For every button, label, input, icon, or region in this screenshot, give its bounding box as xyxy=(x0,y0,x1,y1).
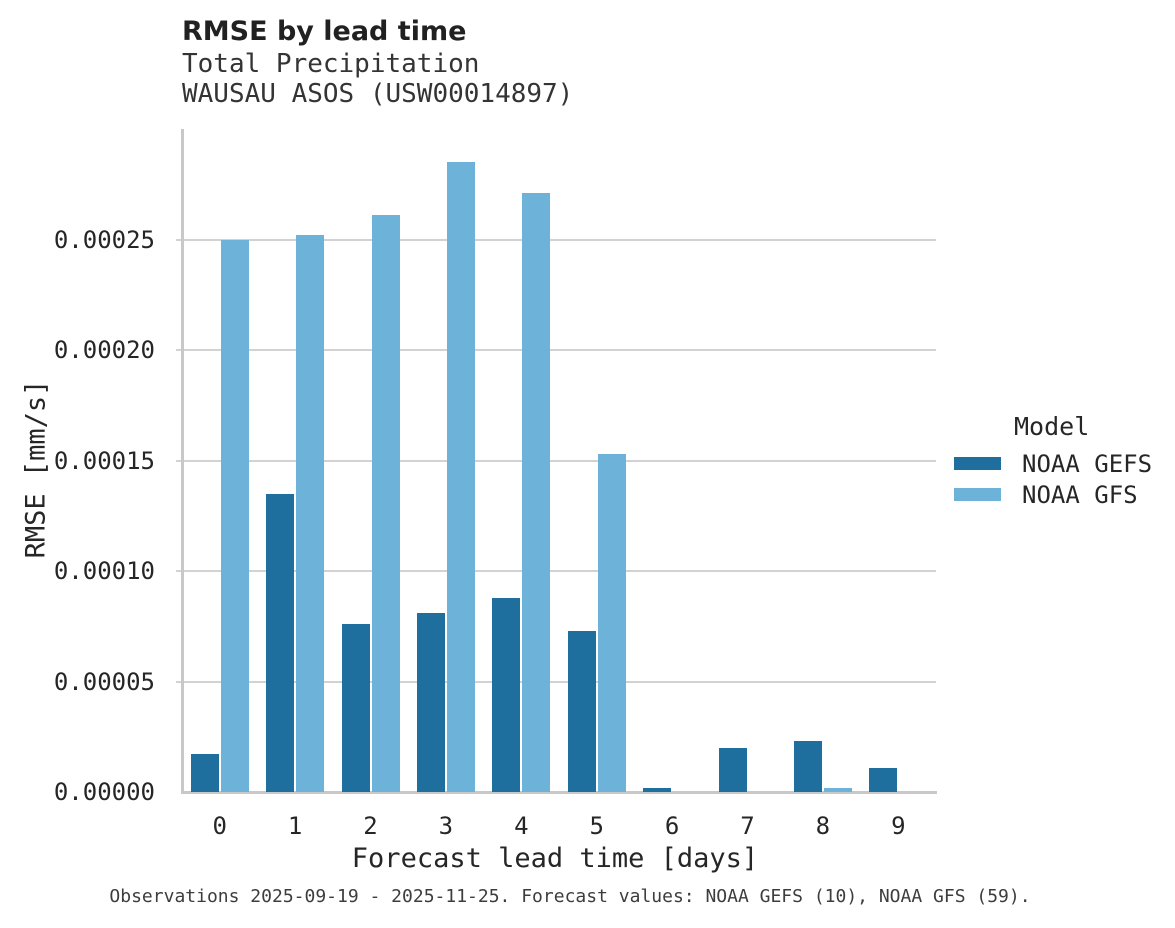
x-tick-label: 8 xyxy=(815,812,831,840)
x-tick-label: 7 xyxy=(740,812,755,840)
gridline xyxy=(176,570,936,572)
x-axis-spine xyxy=(181,791,937,794)
x-tick-label: 0 xyxy=(212,812,227,840)
x-tick-label: 3 xyxy=(438,812,454,840)
gridline xyxy=(176,238,936,241)
legend-title: Model xyxy=(1014,412,1090,441)
y-tick-label: 0.00015 xyxy=(53,446,155,475)
bar-noaa-gfs-day-8 xyxy=(823,787,852,792)
y-tick-label: 0.00010 xyxy=(53,557,155,585)
chart-subtitle-variable: Total Precipitation xyxy=(182,49,480,79)
x-tick-label: 5 xyxy=(589,812,604,840)
bar-noaa-gefs-day-9 xyxy=(869,767,898,792)
legend-swatch-noaa-gefs xyxy=(954,457,1001,470)
y-tick-label: 0.00020 xyxy=(53,336,155,364)
gridline xyxy=(176,349,936,351)
y-tick-label: 0.00025 xyxy=(53,225,155,254)
x-tick-label: 4 xyxy=(514,812,529,840)
bar-noaa-gefs-day-2 xyxy=(341,624,370,792)
x-tick-label: 2 xyxy=(363,812,378,840)
bar-noaa-gfs-day-3 xyxy=(446,162,475,792)
bar-noaa-gfs-day-4 xyxy=(522,193,551,792)
x-axis-title: Forecast lead time [days] xyxy=(351,843,759,874)
y-axis-spine xyxy=(181,129,184,794)
bar-noaa-gfs-day-5 xyxy=(597,453,626,792)
bar-noaa-gefs-day-4 xyxy=(492,597,521,792)
y-tick-label: 0.00000 xyxy=(53,778,155,806)
y-tick-label: 0.00005 xyxy=(53,667,155,696)
bar-noaa-gefs-day-1 xyxy=(266,493,295,792)
caption: Observations 2025-09-19 - 2025-11-25. Fo… xyxy=(109,886,1031,907)
chart-title: RMSE by lead time xyxy=(182,16,467,47)
bar-noaa-gfs-day-2 xyxy=(371,215,400,792)
bar-noaa-gefs-day-6 xyxy=(643,787,672,792)
bar-noaa-gefs-day-3 xyxy=(416,612,445,792)
bar-noaa-gefs-day-7 xyxy=(718,747,747,792)
x-tick-label: 9 xyxy=(891,812,906,840)
bar-noaa-gefs-day-8 xyxy=(793,741,822,792)
bar-noaa-gfs-day-0 xyxy=(220,239,249,792)
gridline xyxy=(176,680,936,683)
gridline xyxy=(176,459,936,462)
bar-noaa-gefs-day-5 xyxy=(567,630,596,792)
legend-label-noaa-gfs: NOAA GFS xyxy=(1022,481,1138,509)
x-tick-label: 6 xyxy=(664,812,680,840)
chart-subtitle-station: WAUSAU ASOS (USW00014897) xyxy=(182,79,574,109)
legend-swatch-noaa-gfs xyxy=(954,488,1001,501)
legend-label-noaa-gefs: NOAA GEFS xyxy=(1022,450,1153,478)
bar-noaa-gefs-day-0 xyxy=(190,754,219,792)
x-tick-label: 1 xyxy=(287,812,303,840)
bar-noaa-gfs-day-1 xyxy=(296,235,325,792)
